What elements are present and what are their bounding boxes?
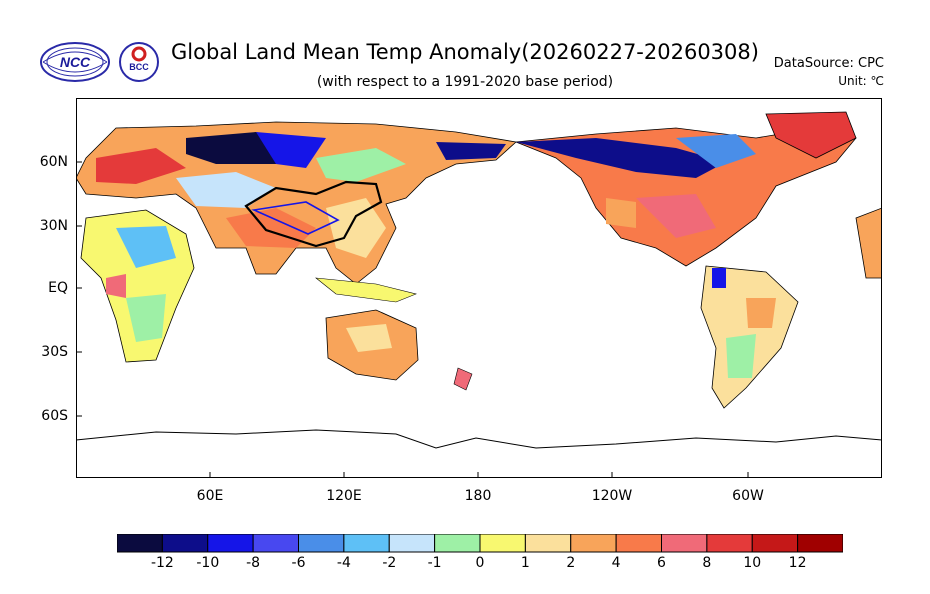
colorbar-label: -1: [427, 555, 442, 571]
bcc-logo-text: BCC: [129, 62, 149, 72]
colorbar-label: 2: [566, 555, 576, 571]
colorbar-swatch: [117, 534, 163, 553]
lat-label-eq: EQ: [48, 280, 68, 296]
anomaly-map: [76, 98, 882, 478]
map-frame: [76, 98, 882, 478]
data-source-label: DataSource: CPC: [773, 56, 884, 71]
colorbar: [117, 534, 843, 553]
colorbar-swatch: [797, 534, 843, 553]
colorbar-label: -8: [246, 555, 261, 571]
map-subtitle: (with respect to a 1991-2020 base period…: [316, 74, 614, 90]
colorbar-swatch: [479, 534, 526, 553]
ncc-logo-text: NCC: [60, 54, 91, 70]
colorbar-swatch: [298, 534, 345, 553]
colorbar-label: 12: [788, 555, 807, 571]
colorbar-swatch: [434, 534, 481, 553]
bcc-logo: BCC: [119, 42, 159, 82]
colorbar-swatch: [706, 534, 753, 553]
lat-label-30s: 30S: [41, 344, 68, 360]
ncc-logo: NCC: [40, 42, 110, 82]
lon-label-120w: 120W: [591, 488, 633, 504]
colorbar-label: -6: [291, 555, 306, 571]
colorbar-swatch: [343, 534, 390, 553]
lat-label-60s: 60S: [41, 408, 68, 424]
colorbar-label: 1: [520, 555, 530, 571]
colorbar-swatch: [161, 534, 209, 553]
colorbar-label: -2: [382, 555, 397, 571]
colorbar-label: -4: [336, 555, 351, 571]
colorbar-swatch: [661, 534, 708, 553]
colorbar-swatch: [570, 534, 617, 553]
colorbar-swatch: [388, 534, 436, 553]
colorbar-label: 8: [702, 555, 712, 571]
colorbar-label: 4: [611, 555, 621, 571]
colorbar-label: -10: [196, 555, 220, 571]
lon-label-60w: 60W: [732, 488, 764, 504]
antarctica-coastline: [76, 429, 882, 449]
lon-label-60e: 60E: [196, 488, 224, 504]
colorbar-swatch: [751, 534, 799, 553]
lon-label-120e: 120E: [326, 488, 362, 504]
colorbar-swatch: [207, 534, 254, 553]
colorbar-swatch: [524, 534, 572, 553]
colorbar-label: 0: [475, 555, 485, 571]
china-outline: [244, 180, 383, 248]
map-title: Global Land Mean Temp Anomaly(20260227-2…: [171, 40, 759, 64]
lat-label-30n: 30N: [39, 218, 68, 234]
colorbar-label: -12: [150, 555, 174, 571]
colorbar-label: 6: [657, 555, 666, 571]
lat-label-60n: 60N: [39, 154, 68, 170]
unit-label: Unit: ℃: [838, 74, 884, 88]
colorbar-label: 10: [743, 555, 762, 571]
colorbar-swatch: [252, 534, 300, 553]
colorbar-swatch: [615, 534, 663, 553]
lon-label-180: 180: [464, 488, 492, 504]
